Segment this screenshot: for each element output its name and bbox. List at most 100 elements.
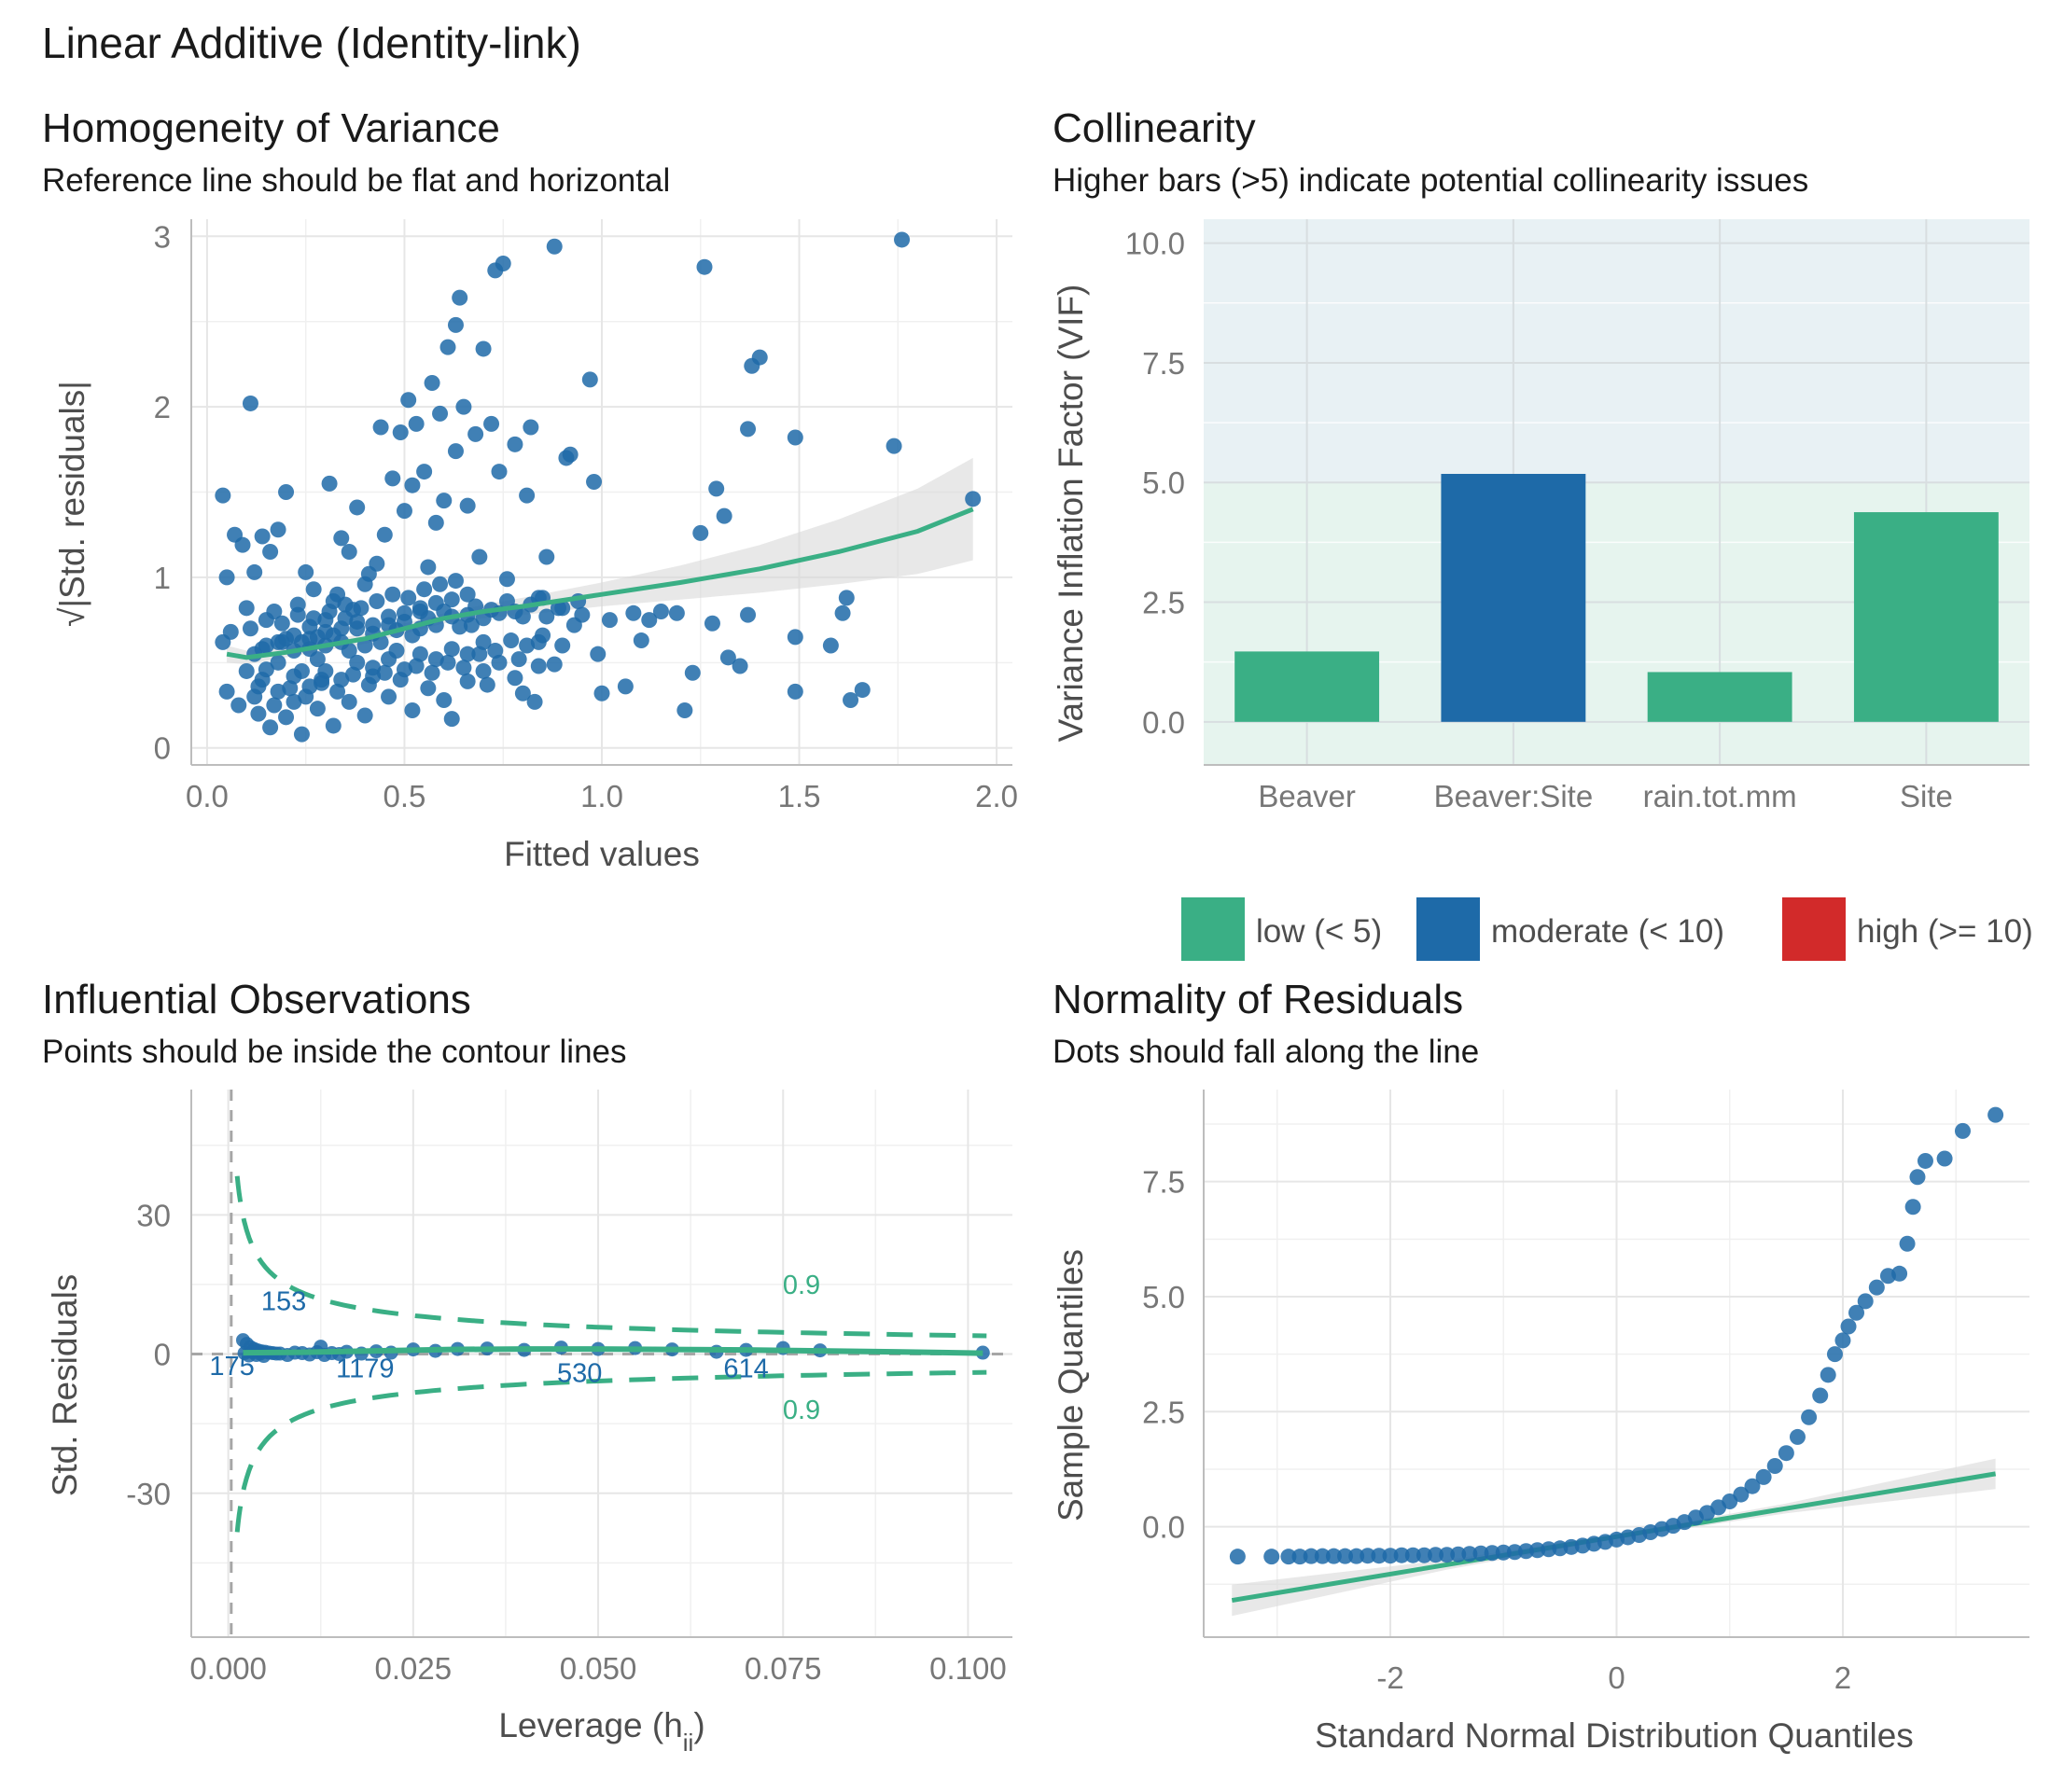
y-tick-label: 10.0	[1125, 227, 1185, 261]
residual-point	[365, 660, 382, 676]
figure-title: Linear Additive (Identity-link)	[42, 19, 581, 67]
legend-label-low: low (< 5)	[1256, 913, 1382, 950]
quantile-point	[1778, 1445, 1794, 1462]
residual-point	[408, 415, 425, 432]
quantile-point	[1812, 1387, 1829, 1404]
residual-point	[381, 688, 397, 705]
residual-point	[349, 613, 366, 630]
residual-point	[483, 415, 500, 432]
residual-point	[633, 632, 649, 649]
residual-point	[443, 711, 460, 728]
residual-point	[372, 633, 389, 650]
residual-point	[601, 612, 618, 629]
quantile-point	[1348, 1548, 1365, 1564]
residual-point	[408, 658, 425, 674]
residual-point	[215, 487, 231, 504]
residual-point	[740, 606, 757, 623]
quantile-point	[1472, 1545, 1489, 1562]
quantile-point	[1428, 1547, 1444, 1563]
residual-point	[535, 627, 551, 644]
quantile-point	[1848, 1304, 1865, 1321]
residual-point	[716, 507, 732, 524]
residual-point	[404, 477, 421, 493]
residual-point	[218, 569, 235, 586]
quantile-point	[1450, 1546, 1467, 1563]
residual-point	[459, 673, 476, 689]
residual-point	[337, 596, 354, 613]
residual-point	[270, 521, 286, 538]
homogeneity-y-label: √|Std. residuals|	[53, 381, 91, 627]
y-tick-label: 3	[154, 219, 171, 254]
quantile-point	[1766, 1458, 1783, 1475]
residual-point	[787, 629, 803, 646]
legend-swatch-high	[1782, 897, 1846, 961]
residual-point	[254, 528, 271, 545]
residual-point	[838, 590, 855, 606]
residual-point	[447, 316, 464, 333]
residual-point	[538, 608, 555, 625]
residual-point	[341, 693, 357, 710]
residual-point	[344, 666, 361, 683]
residual-point	[270, 654, 286, 671]
homogeneity-panel: Homogeneity of Variance Reference line s…	[42, 105, 1018, 873]
residual-point	[843, 692, 859, 709]
residual-point	[262, 543, 279, 560]
x-tick-label: -2	[1376, 1660, 1403, 1695]
residual-point	[590, 646, 607, 662]
normality-subtitle: Dots should fall along the line	[1053, 1034, 1479, 1070]
residual-point	[333, 530, 350, 547]
residual-point	[258, 612, 274, 629]
residual-point	[321, 475, 338, 492]
quantile-point	[1371, 1548, 1388, 1564]
residual-point	[376, 664, 393, 681]
residual-point	[514, 685, 531, 702]
quantile-point	[1416, 1547, 1432, 1563]
residual-point	[242, 620, 258, 637]
point-label: 153	[261, 1286, 306, 1316]
quantile-point	[1820, 1367, 1836, 1383]
influential-contour-lines: 0.9 0.9	[234, 1175, 987, 1533]
influential-panel: Influential Observations Points should b…	[42, 977, 1012, 1757]
quantile-point	[1291, 1549, 1308, 1565]
residual-point	[719, 649, 736, 666]
residual-point	[471, 549, 488, 565]
residual-point	[227, 526, 244, 543]
residual-point	[416, 464, 433, 480]
residual-point	[641, 612, 658, 629]
residual-point	[487, 262, 504, 279]
residual-point	[519, 637, 536, 654]
quantile-point	[1755, 1468, 1772, 1485]
quantile-point	[1789, 1428, 1806, 1445]
category-tick-label: rain.tot.mm	[1643, 779, 1797, 813]
residual-point	[270, 633, 286, 650]
y-tick-label: 7.5	[1142, 346, 1185, 381]
residual-point	[262, 719, 279, 736]
residual-point	[416, 581, 433, 598]
x-tick-label: 1.5	[778, 779, 821, 813]
quantile-point	[1904, 1199, 1921, 1216]
residual-point	[286, 627, 302, 644]
leverage-label: Leverage (h	[498, 1706, 682, 1744]
quantile-point	[1826, 1346, 1843, 1363]
residual-point	[538, 549, 555, 565]
quantile-point	[1909, 1169, 1926, 1186]
residual-point	[439, 654, 456, 671]
residual-point	[886, 438, 902, 454]
residual-point	[392, 672, 409, 688]
residual-point	[475, 662, 492, 679]
influential-x-label: Leverage (hii)	[498, 1706, 704, 1757]
residual-point	[286, 693, 302, 710]
residual-point	[396, 503, 412, 520]
category-tick-label: Beaver	[1258, 779, 1356, 813]
residual-point	[475, 633, 492, 650]
quantile-point	[1518, 1543, 1535, 1560]
legend-label-moderate: moderate (< 10)	[1491, 913, 1724, 950]
residual-point	[530, 658, 547, 674]
residual-point	[475, 340, 492, 357]
residual-point	[305, 610, 322, 627]
residual-point	[341, 543, 357, 560]
residual-point	[487, 643, 504, 660]
y-tick-label: 30	[136, 1198, 171, 1232]
residual-point	[356, 576, 373, 592]
residual-point	[471, 646, 488, 662]
